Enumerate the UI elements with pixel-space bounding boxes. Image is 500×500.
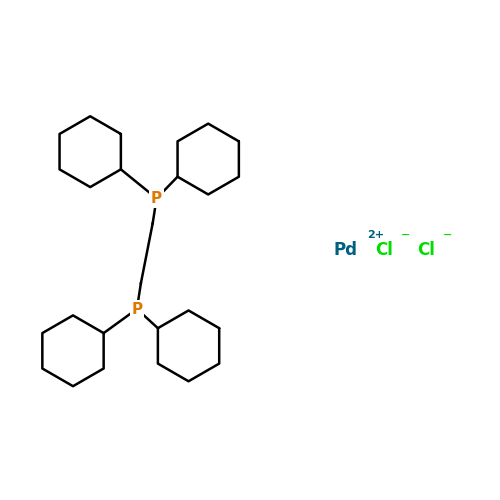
Text: P: P — [151, 191, 162, 206]
Text: Cl: Cl — [417, 241, 435, 259]
Text: −: − — [442, 230, 452, 240]
Text: Pd: Pd — [334, 241, 357, 259]
Text: P: P — [132, 302, 142, 316]
Text: 2+: 2+ — [367, 230, 384, 240]
Text: Cl: Cl — [376, 241, 394, 259]
Text: −: − — [401, 230, 410, 240]
